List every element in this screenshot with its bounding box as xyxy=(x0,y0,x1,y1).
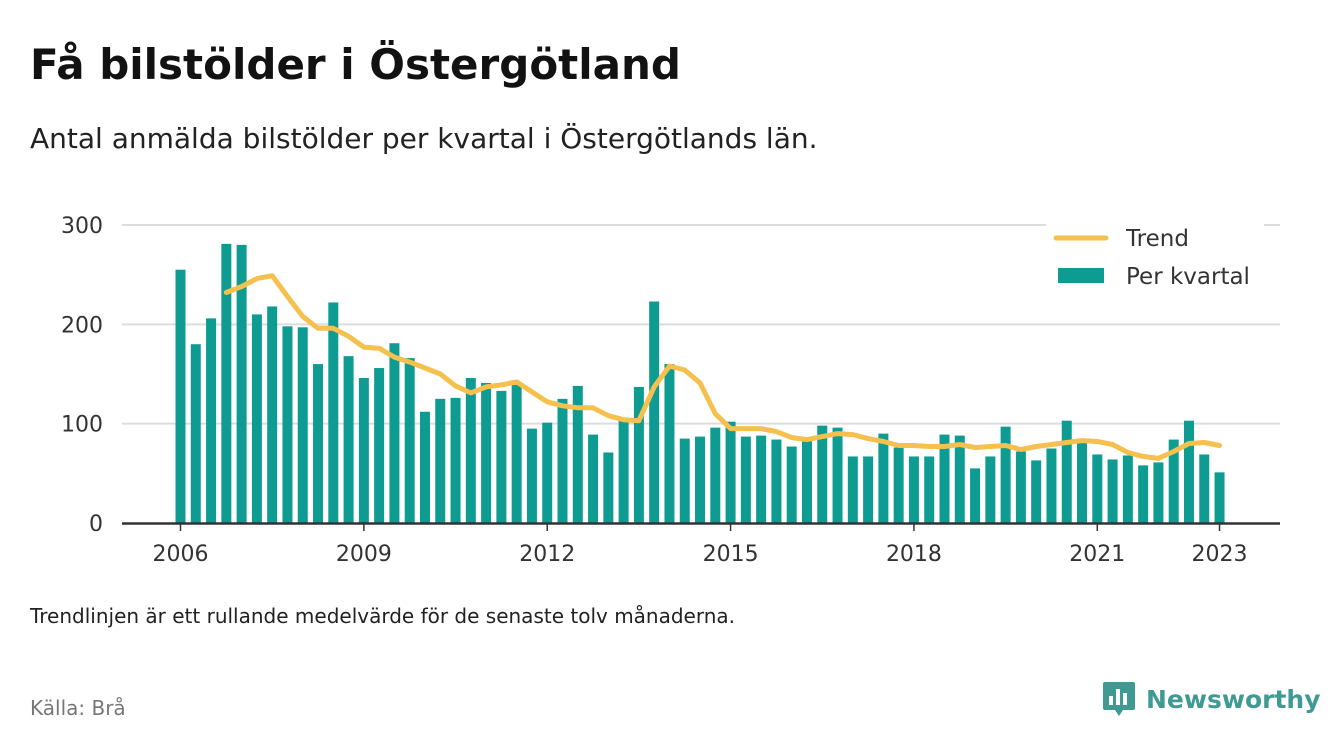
bar xyxy=(588,434,599,523)
bar xyxy=(771,439,782,523)
bar xyxy=(511,384,522,523)
source-credit: Källa: Brå xyxy=(30,696,126,720)
legend-background xyxy=(1046,220,1264,302)
legend-bar-label: Per kvartal xyxy=(1126,264,1250,290)
bar xyxy=(358,377,369,523)
y-tick-label: 300 xyxy=(61,214,103,239)
bar xyxy=(618,417,629,523)
bar-series-per-kvartal xyxy=(175,243,1225,523)
bar xyxy=(297,327,308,523)
bar xyxy=(1122,455,1133,523)
bar xyxy=(1000,426,1011,523)
x-axis-ticks: 2006 2009 2012 2015 2018 2021 2023 xyxy=(153,523,1248,567)
bar xyxy=(465,377,476,523)
bar xyxy=(832,427,843,523)
trend-line xyxy=(223,273,1222,461)
bar xyxy=(1061,420,1072,523)
x-tick-label: 2015 xyxy=(703,542,759,567)
bar xyxy=(1168,439,1179,523)
chart-legend: Trend Per kvartal xyxy=(1046,220,1264,302)
bar xyxy=(328,302,339,523)
bar xyxy=(603,452,614,523)
bar xyxy=(481,382,492,523)
bar xyxy=(863,456,874,523)
x-tick-label: 2012 xyxy=(519,542,575,567)
bar xyxy=(878,433,889,523)
bar xyxy=(190,344,201,523)
bar xyxy=(175,269,186,523)
x-tick-label: 2018 xyxy=(886,542,942,567)
bar xyxy=(801,440,812,523)
bar xyxy=(924,456,935,523)
x-tick-label: 2006 xyxy=(153,542,209,567)
bar xyxy=(1015,451,1026,523)
bar xyxy=(572,385,583,523)
bar xyxy=(1138,465,1149,523)
bar xyxy=(557,398,568,523)
bar xyxy=(1077,441,1088,523)
legend-trend-label: Trend xyxy=(1125,226,1189,252)
bar xyxy=(954,435,965,523)
bar xyxy=(236,244,247,523)
bar xyxy=(710,427,721,523)
bar xyxy=(695,436,706,523)
bar xyxy=(1107,459,1118,523)
chart-footnote: Trendlinjen är ett rullande medelvärde f… xyxy=(30,604,736,628)
y-axis-ticks: 0 100 200 300 xyxy=(61,214,103,537)
bar xyxy=(725,421,736,523)
bar xyxy=(221,243,232,523)
bar xyxy=(1183,420,1194,523)
bar xyxy=(374,368,385,523)
brand-logo: Newsworthy xyxy=(1102,680,1321,718)
chart-subtitle: Antal anmälda bilstölder per kvartal i Ö… xyxy=(30,122,818,155)
y-tick-label: 200 xyxy=(61,313,103,338)
bar xyxy=(679,438,690,523)
bar xyxy=(1092,454,1103,523)
bar xyxy=(985,456,996,523)
bar xyxy=(817,425,828,523)
chart-title: Få bilstölder i Östergötland xyxy=(30,40,681,89)
x-tick-label: 2021 xyxy=(1069,542,1125,567)
bar xyxy=(282,326,293,523)
bar xyxy=(740,436,751,523)
bar xyxy=(649,301,660,523)
bar xyxy=(1153,462,1164,523)
brand-name: Newsworthy xyxy=(1146,684,1321,714)
bar xyxy=(664,364,675,523)
bar xyxy=(313,364,324,523)
bar xyxy=(496,390,507,523)
bar xyxy=(1199,454,1210,523)
bar xyxy=(450,397,461,523)
bar xyxy=(206,318,217,523)
bar xyxy=(1046,448,1057,523)
bar xyxy=(847,456,858,523)
y-tick-label: 0 xyxy=(89,512,103,537)
bar xyxy=(633,386,644,523)
newsworthy-logo-icon xyxy=(1103,682,1135,716)
bar xyxy=(970,468,981,523)
bar xyxy=(267,306,278,523)
y-tick-label: 100 xyxy=(61,413,103,438)
bar xyxy=(786,446,797,523)
bar xyxy=(389,343,400,523)
bar xyxy=(1214,472,1225,523)
bar xyxy=(893,447,904,523)
bar xyxy=(419,411,430,523)
bar xyxy=(939,434,950,523)
bar xyxy=(251,314,262,523)
x-tick-label: 2023 xyxy=(1192,542,1248,567)
x-tick-label: 2009 xyxy=(336,542,392,567)
bar xyxy=(404,358,415,523)
legend-bar-swatch xyxy=(1058,268,1104,283)
bar xyxy=(343,356,354,523)
bar xyxy=(908,456,919,523)
bar xyxy=(542,422,553,523)
bar xyxy=(526,428,537,523)
bar xyxy=(1031,460,1042,523)
bar xyxy=(435,398,446,523)
bar xyxy=(756,435,767,523)
